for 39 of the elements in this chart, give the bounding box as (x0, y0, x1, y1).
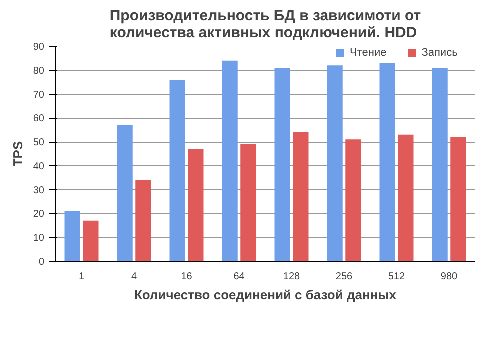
y-tick-label: 70 (33, 90, 45, 101)
y-axis-title: TPS (10, 141, 26, 167)
bar (380, 63, 396, 262)
x-tick-label: 4 (131, 272, 138, 282)
bar (293, 132, 309, 262)
legend-label: Запись (422, 47, 458, 59)
x-tick-label: 512 (388, 272, 406, 282)
bar (222, 60, 238, 262)
bar (136, 180, 152, 262)
bar (327, 66, 343, 262)
legend-label: Чтение (350, 47, 387, 59)
bar (398, 134, 414, 262)
y-tick-label: 90 (33, 42, 45, 53)
bar (450, 137, 466, 262)
y-tick-label: 50 (33, 138, 45, 149)
x-tick-label: 128 (283, 272, 301, 282)
x-tick-label: 16 (181, 272, 193, 282)
y-tick-label: 60 (33, 114, 45, 125)
bar (346, 140, 362, 262)
bar (117, 125, 133, 262)
y-tick-label: 10 (33, 233, 45, 244)
bar (64, 211, 80, 262)
bar (432, 68, 448, 262)
y-tick-label: 30 (33, 185, 45, 196)
bar (188, 149, 204, 262)
x-tick-label: 1 (78, 272, 85, 282)
y-tick-label: 40 (33, 161, 45, 172)
chart-title: Производительность БД в зависимоти от количества активных подключений. HDD (110, 8, 422, 42)
x-axis-title: Количество соединений с базой данных (134, 288, 398, 302)
bar (240, 144, 256, 262)
bar (83, 220, 99, 262)
x-tick-label: 256 (336, 272, 354, 282)
bar (170, 80, 186, 262)
bar (274, 68, 290, 262)
y-tick-label: 0 (38, 257, 45, 268)
x-tick-label: 980 (440, 272, 458, 282)
x-tick-label: 64 (234, 272, 246, 282)
y-tick-label: 80 (33, 66, 45, 77)
y-tick-label: 20 (33, 209, 45, 220)
